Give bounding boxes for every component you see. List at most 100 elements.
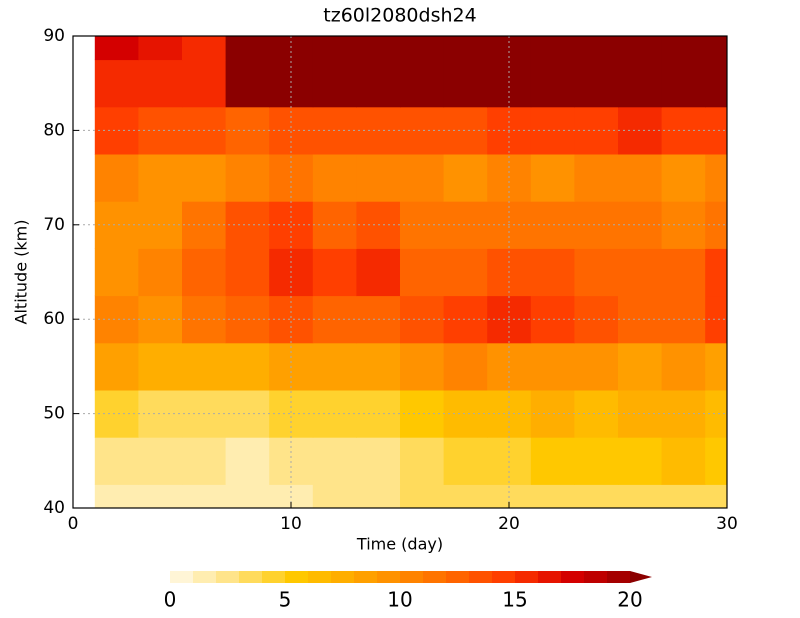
contour-cell: [618, 154, 663, 202]
x-tick-label: 20: [498, 514, 520, 534]
colorbar-box: [607, 571, 631, 583]
contour-cell: [400, 390, 445, 438]
contour-cell: [356, 154, 401, 202]
axes: 0 10 20 30 40 50 60 70 80 90: [43, 26, 737, 534]
contour-cell: [530, 248, 575, 297]
contour-cell: [400, 437, 445, 485]
x-axis-label: Time (day): [356, 535, 443, 554]
colorbar-box: [469, 571, 493, 583]
colorbar-box: [423, 571, 447, 583]
contour-cell: [182, 437, 227, 485]
contour-cell: [661, 59, 706, 108]
contour-cell: [225, 342, 270, 391]
contour-cell: [312, 437, 357, 485]
colorbar-box: [538, 571, 562, 583]
contour-cell: [443, 201, 488, 249]
contour-cell: [138, 154, 183, 202]
contour-cell: [443, 106, 488, 155]
contour-cell: [400, 36, 445, 61]
contour-cell: [312, 59, 357, 108]
contour-cell: [705, 106, 727, 155]
y-tick-label: 60: [43, 309, 65, 329]
colorbar-tick-label: 10: [387, 588, 412, 612]
contour-cell: [269, 201, 314, 249]
contour-cell: [138, 342, 183, 391]
contour-cell: [400, 106, 445, 155]
contour-cell: [574, 154, 619, 202]
contour-cell: [705, 59, 727, 108]
colorbar-box: [446, 571, 470, 583]
colorbar-box: [331, 571, 355, 583]
y-tick-label: 80: [43, 120, 65, 140]
contour-cell: [530, 484, 575, 508]
contour-cell: [400, 201, 445, 249]
contour-cell: [94, 201, 139, 249]
contour-cell: [94, 106, 139, 155]
contour-cell: [443, 59, 488, 108]
contour-cell: [530, 59, 575, 108]
colorbar-box: [354, 571, 378, 583]
contour-cell: [138, 201, 183, 249]
contour-cell: [618, 437, 663, 485]
contour-cell: [530, 36, 575, 61]
contour-cell: [618, 59, 663, 108]
contour-cell: [705, 390, 727, 438]
y-tick-label: 50: [43, 404, 65, 424]
contour-cell: [443, 295, 488, 344]
contour-cell: [138, 248, 183, 297]
contour-cell: [312, 248, 357, 297]
contour-cell: [705, 154, 727, 202]
contour-cell: [705, 36, 727, 61]
x-tick-label: 0: [68, 514, 79, 534]
contour-cell: [94, 484, 139, 508]
contour-cell: [94, 36, 139, 61]
colorbar-box: [561, 571, 585, 583]
contour-cell: [618, 484, 663, 508]
contour-cell: [225, 390, 270, 438]
contour-cell: [661, 437, 706, 485]
contour-cell: [705, 484, 727, 508]
contour-cell: [443, 342, 488, 391]
contour-cell: [530, 154, 575, 202]
contour-cell: [312, 342, 357, 391]
contour-cell: [574, 59, 619, 108]
contour-cell: [400, 154, 445, 202]
contour-cell: [443, 390, 488, 438]
contour-cell: [400, 59, 445, 108]
contour-cell: [661, 484, 706, 508]
contour-cell: [661, 154, 706, 202]
contour-cell: [225, 295, 270, 344]
contour-cell: [530, 437, 575, 485]
contour-cell: [530, 342, 575, 391]
contour-cell: [705, 248, 727, 297]
contour-cell: [182, 342, 227, 391]
contour-cell: [138, 36, 183, 61]
contour-cell: [574, 484, 619, 508]
contour-cell: [94, 342, 139, 391]
chart-title: tz60l2080dsh24: [323, 5, 476, 27]
contour-field: [94, 36, 727, 508]
contour-cell: [705, 437, 727, 485]
contour-cell: [356, 342, 401, 391]
contour-cell: [225, 59, 270, 108]
contour-cell: [94, 390, 139, 438]
contour-cell: [574, 106, 619, 155]
x-tick-label: 30: [716, 514, 738, 534]
contour-cell: [182, 484, 227, 508]
contour-cell: [225, 154, 270, 202]
contour-cell: [443, 484, 488, 508]
contour-cell: [225, 484, 270, 508]
x-tick-label: 10: [280, 514, 302, 534]
contour-cell: [94, 248, 139, 297]
contour-cell: [661, 36, 706, 61]
colorbar-box: [239, 571, 263, 583]
y-tick-label: 70: [43, 215, 65, 235]
contour-cell: [618, 36, 663, 61]
contour-cell: [138, 484, 183, 508]
contour-cell: [356, 437, 401, 485]
contour-cell: [356, 36, 401, 61]
contour-cell: [618, 342, 663, 391]
contour-cell: [182, 154, 227, 202]
contour-cell: [574, 342, 619, 391]
